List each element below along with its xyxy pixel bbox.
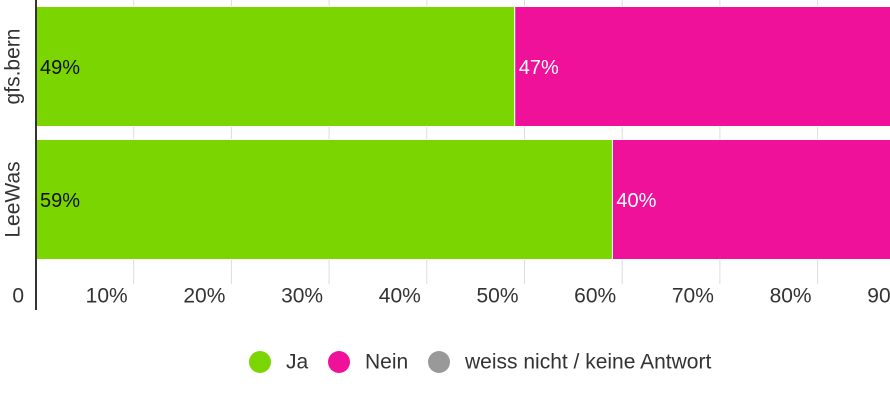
bar-segment	[611, 139, 890, 260]
x-tick-label: 80%	[770, 285, 812, 308]
legend-swatch	[249, 351, 271, 373]
x-tick-label: 90%	[867, 285, 890, 308]
x-tick-label: 30%	[281, 285, 323, 308]
x-tick-label: 20%	[183, 285, 225, 308]
x-tick-label: 70%	[672, 285, 714, 308]
value-label: 47%	[519, 57, 559, 79]
value-label: 59%	[40, 190, 80, 212]
legend-label: weiss nicht / keine Antwort	[464, 351, 711, 374]
category-label: gfs.bern	[2, 29, 25, 105]
bar-segment	[35, 6, 516, 127]
legend-swatch	[328, 351, 350, 373]
x-tick-label: 60%	[574, 285, 616, 308]
x-tick-label: 0	[12, 285, 24, 308]
x-tick-label: 10%	[86, 285, 128, 308]
legend-swatch	[428, 351, 450, 373]
x-tick-label: 50%	[476, 285, 518, 308]
x-tick-label: 40%	[379, 285, 421, 308]
value-label: 40%	[616, 190, 656, 212]
legend-label: Ja	[286, 351, 309, 374]
bar-segment	[35, 139, 613, 260]
legend-label: Nein	[365, 351, 408, 374]
value-label: 49%	[40, 57, 80, 79]
category-label: LeeWas	[2, 161, 25, 237]
bar-segment	[514, 6, 890, 127]
